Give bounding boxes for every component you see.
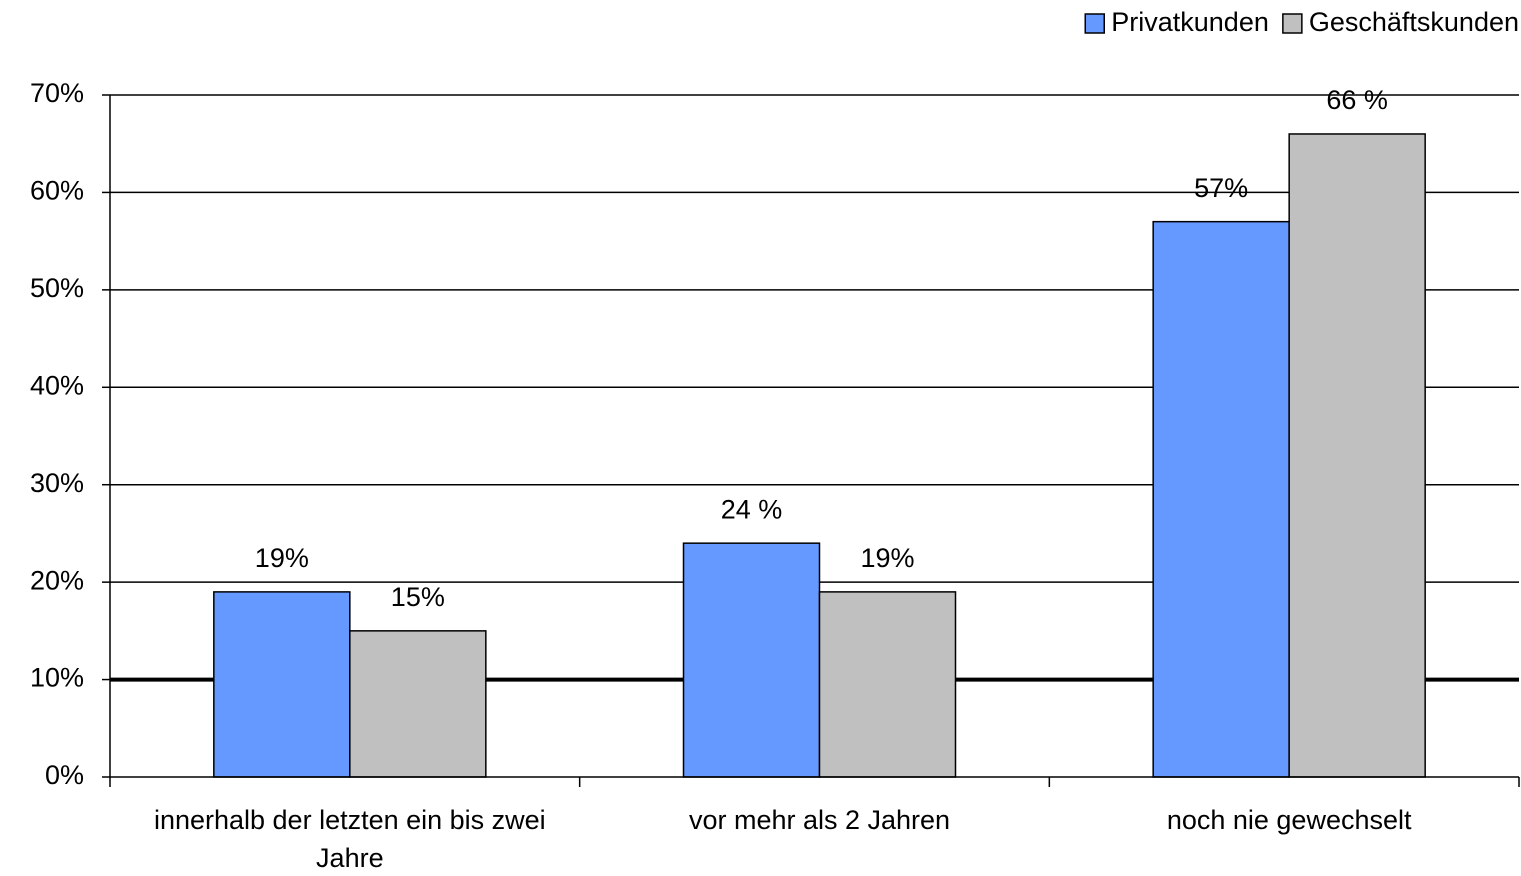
x-tick-label: vor mehr als 2 Jahren (689, 805, 950, 835)
legend-label: Privatkunden (1111, 7, 1269, 37)
data-label: 15% (391, 582, 445, 612)
y-tick-label: 60% (30, 176, 84, 206)
bar (213, 591, 351, 778)
legend: Geschäftskunden Privatkunden (1084, 7, 1519, 37)
bar (818, 591, 957, 778)
bar (1288, 133, 1426, 778)
y-tick-label: 70% (30, 78, 84, 108)
x-tick-label: innerhalb der letzten ein bis zwei Jahre (154, 805, 546, 873)
x-tick-label-line: vor mehr als 2 Jahren (689, 805, 950, 835)
data-label: 24 % (721, 494, 783, 524)
x-tick-label-line: noch nie gewechselt (1167, 805, 1412, 835)
y-tick-label: 10% (30, 663, 84, 693)
y-tick-label: 50% (30, 273, 84, 303)
y-tick-label: 0% (45, 760, 84, 790)
x-tick-label-line: Jahre (316, 843, 384, 873)
bar (349, 630, 487, 778)
data-label: 66 % (1326, 85, 1388, 115)
legend-swatch (1282, 13, 1303, 34)
bar (1152, 220, 1290, 778)
legend-label: Geschäftskunden (1309, 7, 1519, 37)
data-label: 19% (255, 543, 309, 573)
data-label: 19% (860, 543, 914, 573)
bar (682, 542, 821, 778)
data-label: 57% (1194, 173, 1248, 203)
legend-swatch (1084, 13, 1105, 34)
x-tick-label: noch nie gewechselt (1167, 805, 1412, 835)
x-tick-label-line: innerhalb der letzten ein bis zwei (154, 805, 546, 835)
y-tick-label: 20% (30, 565, 84, 595)
y-tick-label: 30% (30, 468, 84, 498)
y-tick-label: 40% (30, 370, 84, 400)
